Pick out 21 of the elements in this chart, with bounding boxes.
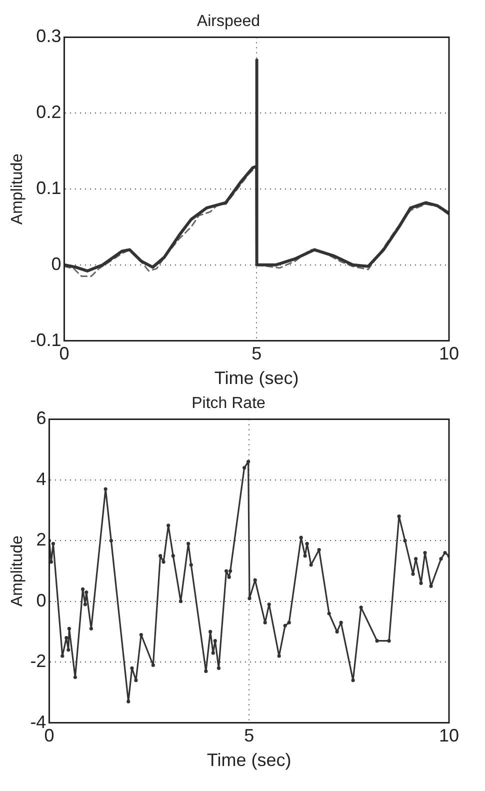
y-axis-title: Amplitude [9, 535, 26, 607]
y-tick-label: -0.1 [30, 330, 62, 350]
y-tick-label: 2 [36, 530, 46, 550]
y-tick-label: 0.3 [36, 26, 62, 46]
x-tick-label: 5 [244, 726, 254, 746]
y-axis-title: Amplitude [9, 153, 26, 225]
y-tick-label: 0.2 [36, 102, 62, 122]
y-tick-label: 0 [51, 254, 62, 274]
y-tick-label: 4 [36, 468, 46, 489]
x-axis-title: Time (sec) [206, 750, 292, 770]
x-axis-title: Time (sec) [214, 368, 299, 388]
y-tick-label: -4 [30, 712, 46, 732]
x-tick-label: 5 [252, 344, 262, 364]
chart-title: Pitch Rate [192, 395, 266, 412]
y-tick-label: -2 [30, 651, 46, 672]
chart-title: Airspeed [196, 13, 260, 30]
y-tick-label: 0.1 [36, 178, 62, 198]
x-tick-label: 10 [438, 344, 460, 364]
y-tick-label: 6 [36, 408, 46, 428]
y-tick-label: 0 [36, 590, 46, 610]
x-tick-label: 10 [438, 726, 460, 746]
